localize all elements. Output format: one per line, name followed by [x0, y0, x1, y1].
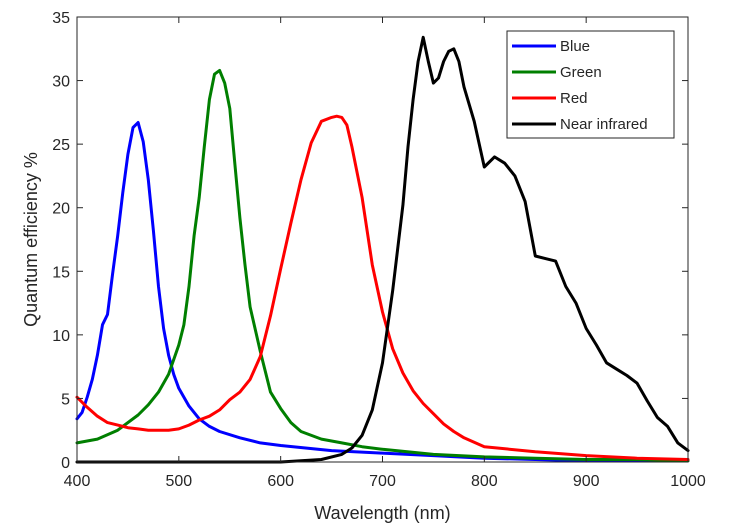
- legend-label-red: Red: [560, 90, 588, 107]
- x-tick-label: 500: [165, 473, 192, 490]
- plot-frame: [76, 16, 689, 463]
- series-line-red: [75, 114, 690, 461]
- legend-label-blue: Blue: [560, 38, 590, 55]
- x-tick-label: 700: [369, 473, 396, 490]
- x-tick-label: 600: [267, 473, 294, 490]
- legend-box: [506, 30, 675, 139]
- y-axis-title: Quantum efficiency %: [21, 152, 41, 327]
- y-tick-label: 10: [52, 328, 70, 345]
- y-tick-label: 25: [52, 137, 70, 154]
- x-tick-label: 400: [64, 473, 91, 490]
- legend-label-green: Green: [560, 64, 602, 81]
- x-tick-label: 1000: [670, 473, 706, 490]
- y-tick-label: 35: [52, 10, 70, 27]
- y-tick-label: 0: [61, 455, 70, 472]
- y-tick-label: 5: [61, 391, 70, 408]
- legend-label-near-infrared: Near infrared: [560, 116, 648, 133]
- series-layer: [75, 35, 690, 464]
- series-line-blue: [75, 121, 690, 463]
- series-line-green: [75, 68, 690, 463]
- y-tick-label: 30: [52, 74, 70, 91]
- x-tick-label: 900: [573, 473, 600, 490]
- y-tick-label: 15: [52, 264, 70, 281]
- x-tick-label: 800: [471, 473, 498, 490]
- series-line-near-infrared: [75, 35, 690, 464]
- tick-layer: 400 500 600 700 800 900 1000 0 5 10 15 20 25 30 35: [52, 10, 706, 490]
- x-axis-title: Wavelength (nm): [314, 503, 450, 523]
- y-tick-label: 20: [52, 201, 70, 218]
- legend: Blue Green Red Near infrared: [506, 30, 675, 139]
